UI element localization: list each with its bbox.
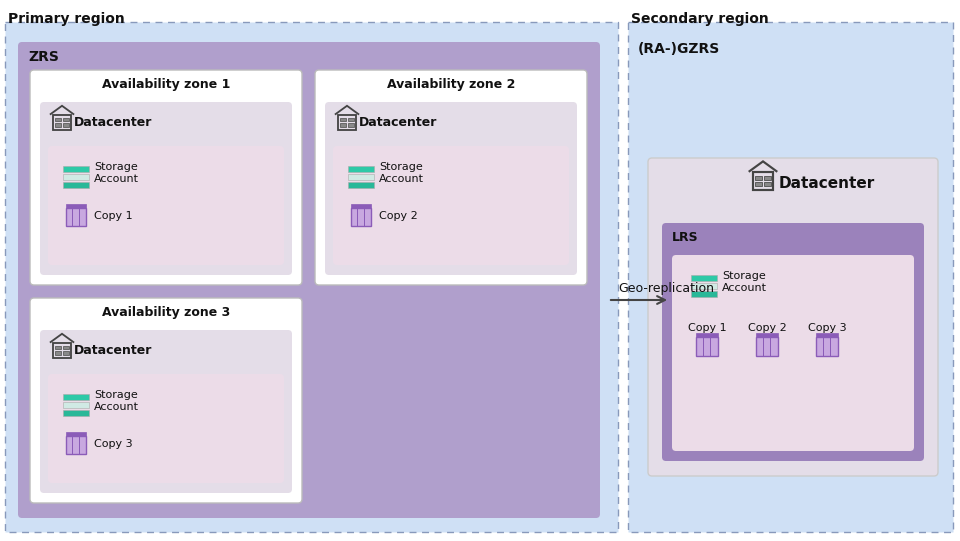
Text: Copy 2: Copy 2: [379, 211, 418, 221]
Text: Storage: Storage: [379, 162, 422, 172]
Text: Primary region: Primary region: [8, 12, 125, 26]
Bar: [66, 432, 86, 436]
Text: Copy 3: Copy 3: [807, 323, 847, 333]
Text: Copy 3: Copy 3: [94, 439, 132, 449]
Bar: [364, 208, 365, 226]
Text: Availability zone 2: Availability zone 2: [387, 78, 516, 91]
FancyBboxPatch shape: [40, 330, 292, 493]
Bar: [72, 436, 73, 454]
Text: (RA-)GZRS: (RA-)GZRS: [638, 42, 720, 56]
Bar: [770, 337, 771, 356]
FancyBboxPatch shape: [30, 70, 302, 285]
Text: Copy 1: Copy 1: [94, 211, 132, 221]
Bar: [63, 402, 89, 408]
Bar: [703, 337, 704, 356]
Text: Availability zone 3: Availability zone 3: [102, 306, 230, 319]
FancyBboxPatch shape: [40, 102, 292, 275]
Text: Secondary region: Secondary region: [631, 12, 769, 26]
FancyBboxPatch shape: [325, 102, 577, 275]
Text: Geo-replication: Geo-replication: [618, 282, 714, 295]
Text: Account: Account: [722, 283, 767, 293]
Text: Storage: Storage: [722, 271, 766, 281]
Bar: [348, 166, 374, 172]
Bar: [816, 333, 838, 337]
Bar: [63, 182, 89, 188]
Text: Storage: Storage: [94, 162, 137, 172]
Bar: [696, 333, 718, 337]
Bar: [66, 204, 86, 208]
Bar: [53, 342, 71, 358]
Bar: [66, 436, 86, 454]
Bar: [63, 410, 89, 416]
Bar: [357, 208, 358, 226]
Text: LRS: LRS: [672, 231, 699, 244]
Bar: [756, 337, 778, 356]
Bar: [348, 118, 353, 121]
Bar: [351, 208, 371, 226]
Bar: [764, 182, 771, 186]
Bar: [72, 208, 73, 226]
FancyBboxPatch shape: [333, 146, 569, 265]
Text: ZRS: ZRS: [28, 50, 59, 64]
Text: Copy 1: Copy 1: [687, 323, 727, 333]
Bar: [341, 118, 346, 121]
Text: Datacenter: Datacenter: [74, 344, 153, 357]
Bar: [756, 182, 761, 186]
Bar: [5, 22, 618, 532]
FancyBboxPatch shape: [315, 70, 587, 285]
FancyBboxPatch shape: [18, 42, 600, 518]
Bar: [66, 208, 86, 226]
Bar: [56, 346, 60, 349]
FancyBboxPatch shape: [672, 255, 914, 451]
Bar: [79, 436, 80, 454]
Text: Account: Account: [94, 402, 139, 412]
Bar: [691, 283, 717, 289]
Text: Storage: Storage: [94, 390, 137, 400]
Bar: [63, 166, 89, 172]
Bar: [756, 176, 761, 180]
Bar: [63, 394, 89, 400]
Text: Datacenter: Datacenter: [779, 176, 876, 191]
Bar: [63, 346, 68, 349]
Bar: [63, 352, 68, 355]
Text: Datacenter: Datacenter: [74, 116, 153, 129]
Bar: [764, 176, 771, 180]
Bar: [56, 352, 60, 355]
Bar: [79, 208, 80, 226]
Bar: [628, 22, 953, 532]
FancyBboxPatch shape: [662, 223, 924, 461]
Bar: [691, 291, 717, 297]
FancyBboxPatch shape: [48, 146, 284, 265]
Bar: [756, 333, 778, 337]
Bar: [63, 174, 89, 180]
Bar: [696, 337, 718, 356]
Text: Availability zone 1: Availability zone 1: [102, 78, 230, 91]
Bar: [823, 337, 824, 356]
Text: Account: Account: [94, 174, 139, 184]
Bar: [63, 123, 68, 127]
Text: Datacenter: Datacenter: [359, 116, 438, 129]
Text: Copy 2: Copy 2: [748, 323, 786, 333]
Bar: [816, 337, 838, 356]
Bar: [348, 174, 374, 180]
Bar: [351, 204, 371, 208]
Bar: [691, 275, 717, 281]
Bar: [341, 123, 346, 127]
FancyBboxPatch shape: [48, 374, 284, 483]
Text: Account: Account: [379, 174, 424, 184]
Bar: [63, 118, 68, 121]
Bar: [338, 115, 356, 130]
Bar: [56, 123, 60, 127]
Bar: [348, 182, 374, 188]
Bar: [710, 337, 711, 356]
Bar: [56, 118, 60, 121]
FancyBboxPatch shape: [648, 158, 938, 476]
Bar: [753, 172, 774, 190]
Bar: [830, 337, 831, 356]
FancyBboxPatch shape: [30, 298, 302, 503]
Bar: [348, 123, 353, 127]
Bar: [53, 115, 71, 130]
Bar: [762, 337, 764, 356]
